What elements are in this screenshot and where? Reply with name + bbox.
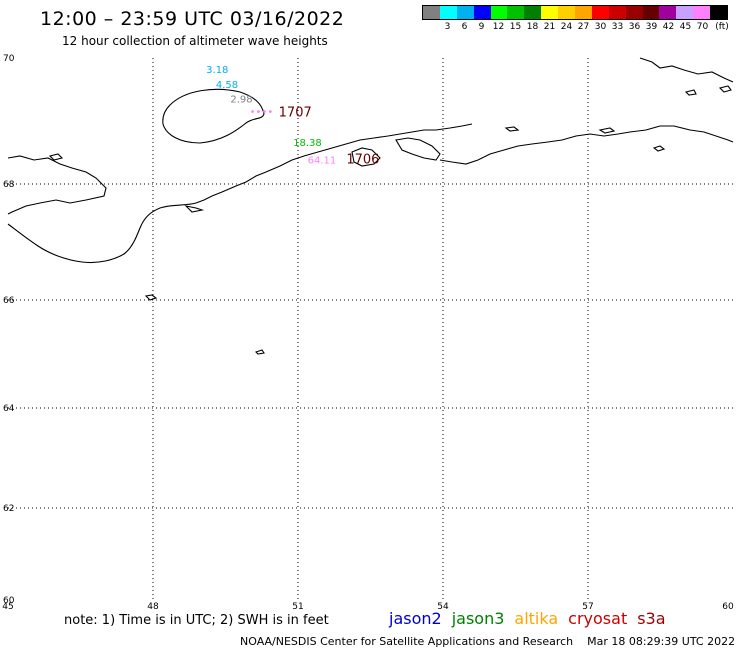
legend-swatch: [423, 6, 440, 19]
islet-2: [254, 349, 265, 355]
lon-tick-label: 54: [437, 602, 449, 612]
legend-swatch: [575, 6, 592, 19]
satellite-legend: jason2 jason3 altika cryosat s3a: [389, 609, 676, 628]
latitude-labels: 60 62 64 66 68 70: [3, 54, 15, 606]
islet-6: [184, 205, 205, 213]
coast-bay: [395, 137, 441, 161]
satellite-name: jason2: [389, 609, 442, 628]
legend-swatch: [456, 6, 474, 19]
legend-label: 3: [444, 22, 451, 32]
legend-label: 6: [461, 22, 468, 32]
legend-swatch: [659, 6, 677, 19]
legend-label: 33: [611, 22, 624, 32]
islet-4: [598, 127, 616, 134]
islet-8: [652, 145, 666, 152]
units-note: note: 1) Time is in UTC; 2) SWH is in fe…: [64, 613, 329, 628]
lon-tick-label: 45: [2, 602, 13, 612]
lat-tick-label: 62: [3, 504, 14, 514]
legend-label: 36: [628, 22, 641, 32]
legend-label: 70: [696, 22, 709, 32]
satellite-name: altika: [514, 609, 559, 628]
coast-ne-islands: [639, 57, 734, 83]
lon-tick-label: 51: [292, 602, 303, 612]
lat-tick-label: 64: [3, 404, 15, 414]
lat-tick-label: 70: [3, 54, 15, 64]
legend-label: 42: [662, 22, 675, 32]
kolguev-island: [162, 88, 265, 144]
legend-swatch: [541, 6, 559, 19]
legend-swatch: [642, 6, 660, 19]
altimeter-passes: 3.18 4.58 2.98 •••• 1707 18.38 64.11 1706: [206, 65, 379, 168]
legend-swatches: [422, 5, 728, 20]
legend-label: 21: [543, 22, 556, 32]
legend-swatch: [507, 6, 525, 19]
legend-label: 39: [645, 22, 658, 32]
mainland-coast: [7, 123, 473, 264]
swh-value: 3.18: [206, 65, 228, 76]
legend-label: 24: [560, 22, 573, 32]
legend-unit: (ft): [715, 22, 729, 32]
lat-tick-label: 60: [3, 596, 15, 606]
islet-9: [718, 85, 732, 93]
satellite-name: jason3: [451, 609, 505, 628]
legend-label: 9: [478, 22, 485, 32]
legend-swatch: [439, 6, 457, 19]
satellite-name: s3a: [637, 609, 666, 628]
graticule: [8, 58, 733, 600]
lon-tick-label: 48: [147, 602, 159, 612]
coast-east: [439, 125, 734, 165]
legend-label: 45: [679, 22, 692, 32]
swh-value: 18.38: [293, 138, 322, 149]
islet-3: [504, 126, 520, 132]
lon-tick-label: 60: [722, 602, 734, 612]
legend-swatch: [524, 6, 542, 19]
legend-label: 18: [526, 22, 539, 32]
credit-line: NOAA/NESDIS Center for Satellite Applica…: [240, 635, 736, 648]
legend-swatch: [625, 6, 643, 19]
lat-tick-label: 68: [3, 180, 15, 190]
legend-label: 27: [577, 22, 590, 32]
islet-7: [48, 153, 64, 161]
longitude-labels: 45 48 51 54 57 60: [2, 602, 734, 612]
islet-1: [144, 294, 158, 301]
islet-5: [684, 89, 697, 96]
color-legend: 3 6 9 12 15 18 21 24 27 30 33 36 39 42 45 70 (ft): [422, 5, 729, 35]
pass-id-label: 1706: [346, 153, 379, 168]
legend-swatch: [558, 6, 576, 19]
legend-swatch: [693, 6, 711, 19]
legend-swatch: [710, 6, 728, 19]
legend-swatch: [608, 6, 626, 19]
legend-swatch: [591, 6, 609, 19]
legend-swatch: [490, 6, 508, 19]
swh-value: 64.11: [308, 156, 337, 167]
page-subtitle: 12 hour collection of altimeter wave hei…: [62, 34, 328, 48]
lat-tick-label: 66: [3, 296, 15, 306]
legend-swatch: [676, 6, 694, 19]
legend-label: 12: [492, 22, 505, 32]
legend-swatch: [473, 6, 491, 19]
satellite-name: cryosat: [568, 609, 628, 628]
swh-value: 2.98: [230, 94, 252, 105]
legend-label: 15: [509, 22, 522, 32]
peninsula-shape: [351, 147, 381, 167]
lon-tick-label: 57: [582, 602, 593, 612]
swh-value: ••••: [250, 107, 274, 118]
coastline: [7, 57, 734, 355]
legend-label: 30: [594, 22, 607, 32]
legend-labels: 3 6 9 12 15 18 21 24 27 30 33 36 39 42 45 70 (ft): [422, 20, 729, 34]
page-title: 12:00 – 23:59 UTC 03/16/2022: [40, 8, 345, 30]
swh-value: 4.58: [216, 80, 238, 91]
pass-id-label: 1707: [279, 106, 312, 121]
